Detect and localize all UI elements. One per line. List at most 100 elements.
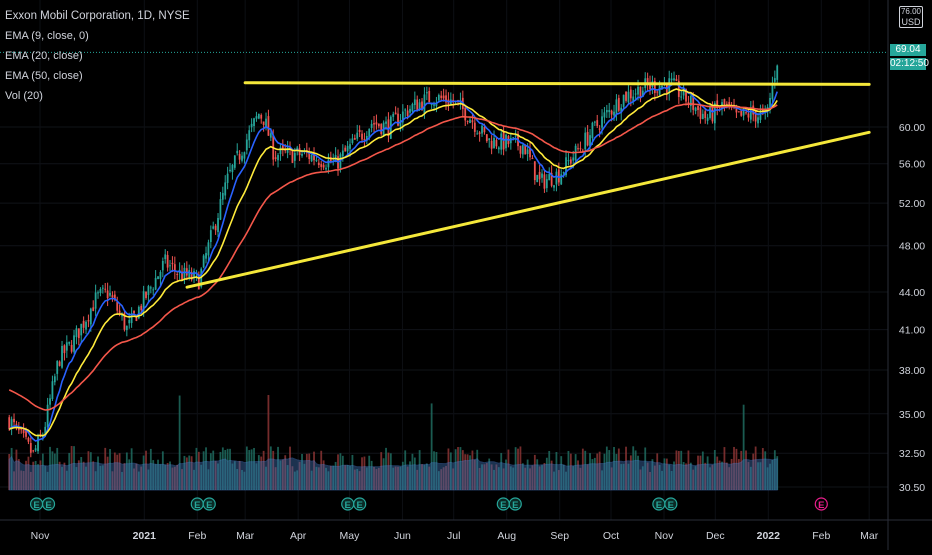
volume-bar: [706, 456, 709, 490]
volume-bar: [349, 465, 351, 490]
candle-body: [689, 96, 692, 107]
candle-body: [380, 124, 383, 134]
volume-bar: [519, 446, 522, 490]
volume-bar: [488, 458, 491, 490]
candle-body: [241, 155, 243, 161]
volume-bar: [716, 456, 719, 490]
volume-bar: [51, 451, 54, 490]
candle-body: [152, 289, 155, 291]
candle-body: [656, 91, 659, 93]
volume-bar: [500, 452, 503, 490]
candle-body: [466, 120, 469, 122]
ema-50-line: [8, 103, 778, 411]
candle-body: [505, 134, 507, 149]
volume-bar: [560, 456, 563, 490]
legend-ema50[interactable]: EMA (50, close): [5, 70, 83, 82]
candle-body: [529, 147, 531, 158]
candle-body: [183, 267, 186, 279]
candle-body: [541, 173, 543, 178]
volume-bar: [305, 453, 308, 490]
earnings-marker-label: E: [345, 500, 351, 511]
volume-bar: [313, 451, 315, 490]
candle-body: [214, 225, 217, 231]
volume-bar: [190, 456, 193, 490]
volume-bar: [418, 450, 421, 490]
volume-bar: [229, 448, 231, 490]
candle-body: [63, 345, 66, 354]
candle-body: [85, 321, 87, 330]
volume-bar: [219, 451, 222, 490]
candle-body: [212, 226, 215, 229]
chart-title[interactable]: Exxon Mobil Corporation, 1D, NYSE: [5, 10, 190, 22]
candle-body: [637, 86, 639, 95]
volume-bar: [723, 447, 726, 490]
candle-body: [413, 99, 416, 106]
volume-bar: [675, 450, 678, 490]
candle-body: [622, 94, 625, 107]
candle-body: [70, 344, 73, 352]
volume-bar: [361, 457, 363, 490]
candle-body: [157, 276, 159, 280]
legend-ema9[interactable]: EMA (9, close, 0): [5, 30, 89, 42]
candle-body: [437, 94, 440, 101]
volume-bar: [656, 453, 659, 490]
candle-body: [562, 172, 565, 174]
candle-body: [279, 147, 282, 154]
volume-bar: [101, 465, 104, 490]
candle-body: [92, 307, 95, 311]
volume-bar: [34, 460, 37, 490]
candle-body: [411, 103, 414, 112]
volume-bar: [509, 466, 512, 490]
candle-body: [617, 97, 620, 111]
earnings-marker-label: E: [512, 500, 518, 511]
volume-bar: [200, 464, 203, 490]
candle-body: [483, 127, 486, 133]
candle-body: [442, 95, 445, 99]
volume-bar: [341, 455, 344, 490]
volume-bar: [135, 463, 138, 490]
legend-volume[interactable]: Vol (20): [5, 90, 43, 102]
legend-ema20[interactable]: EMA (20, close): [5, 50, 83, 62]
volume-bar: [514, 447, 517, 490]
volume-bar: [449, 452, 452, 490]
volume-bar: [217, 463, 219, 490]
candle-body: [425, 92, 428, 94]
candle-body: [773, 78, 776, 82]
candle-body: [188, 270, 191, 278]
volume-bar: [310, 470, 313, 490]
candle-body: [728, 101, 731, 105]
volume-bar: [183, 455, 186, 490]
volume-bar: [593, 457, 596, 490]
volume-bar: [425, 463, 428, 490]
candle-body: [495, 140, 498, 147]
volume-bar: [550, 460, 553, 490]
volume-bar: [37, 464, 39, 490]
currency-badge[interactable]: 76.00 USD: [899, 6, 923, 28]
countdown-badge: 02:12:50: [890, 58, 929, 70]
resistance-trendline: [243, 81, 871, 86]
volume-bar: [75, 467, 78, 490]
volume-bar: [598, 451, 601, 490]
candle-body: [135, 315, 138, 322]
candle-body: [65, 342, 68, 351]
volume-bar: [231, 463, 234, 490]
volume-bar: [737, 459, 740, 490]
volume-bar: [241, 470, 243, 490]
volume-bar: [334, 461, 337, 490]
candle-body: [394, 112, 397, 115]
volume-bar: [632, 446, 635, 490]
volume-bar: [627, 463, 630, 490]
volume-bar: [272, 450, 275, 490]
x-tick-label: Apr: [290, 530, 307, 542]
volume-bar: [581, 448, 584, 490]
volume-bar: [351, 454, 354, 490]
candle-body: [725, 103, 728, 106]
volume-bar: [92, 461, 95, 490]
volume-bar: [555, 452, 558, 490]
earnings-marker-label: E: [656, 500, 662, 511]
y-tick-label: 56.00: [899, 159, 925, 171]
volume-bar: [298, 461, 301, 490]
volume-bar: [397, 466, 399, 490]
